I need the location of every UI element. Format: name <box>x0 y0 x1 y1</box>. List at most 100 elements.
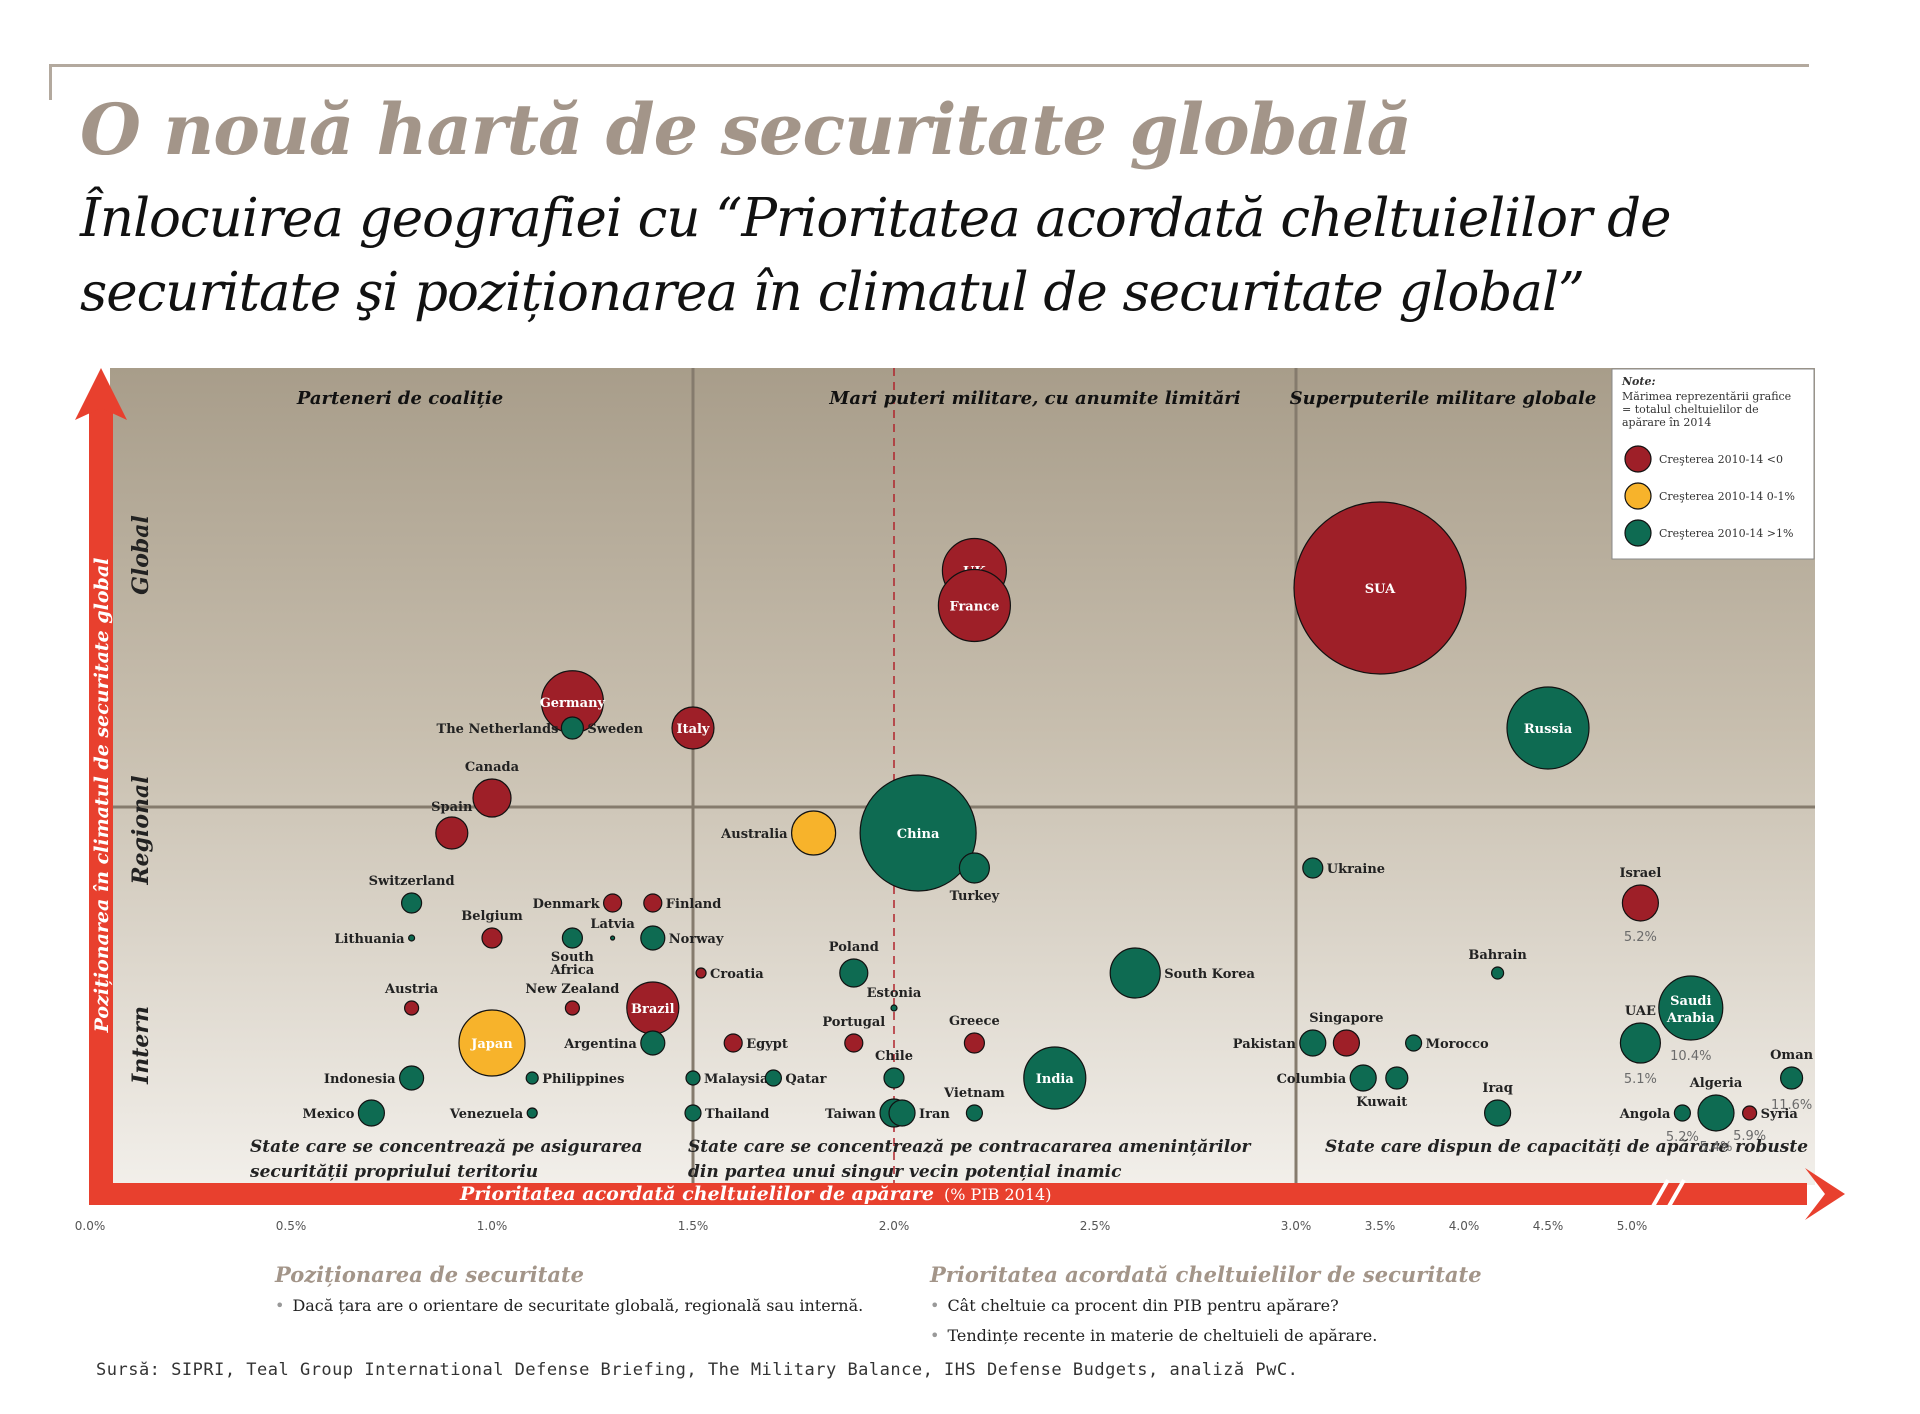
bubble-china <box>859 774 977 892</box>
bubble-mexico <box>357 1099 385 1127</box>
bubble-austria <box>404 1000 420 1016</box>
bubble-label: Israel <box>1619 866 1661 881</box>
bubble-argentina <box>640 1030 666 1056</box>
source-note: Sursă: SIPRI, Teal Group International D… <box>96 1360 1299 1380</box>
bubble-label: Canada <box>465 760 520 775</box>
bubble-denmark <box>602 893 623 913</box>
x-tick-label: 2.5% <box>1080 1219 1111 1233</box>
bubble-france <box>937 568 1012 643</box>
y-axis-title: Poziționarea în climatul de securitate g… <box>91 558 113 1034</box>
bubble-iraq <box>1483 1099 1512 1127</box>
bubble-label: SUA <box>1365 582 1396 597</box>
footer-right-heading: Prioritatea acordată cheltuielilor de se… <box>930 1262 1482 1287</box>
plot-background <box>110 368 1815 1185</box>
x-tick-label: 3.0% <box>1281 1219 1312 1233</box>
axis-break-mark <box>1650 1179 1670 1209</box>
footer-left-heading: Poziționarea de securitate <box>275 1262 585 1287</box>
x-tick-label: 4.5% <box>1533 1219 1564 1233</box>
bubble-label: Ukraine <box>1327 862 1385 877</box>
bubble-estonia <box>890 1004 898 1012</box>
bubble-india <box>1023 1046 1087 1110</box>
x-tick-label: 3.5% <box>1365 1219 1396 1233</box>
bubble-portugal <box>844 1033 864 1053</box>
bubble-label: Estonia <box>867 986 922 1001</box>
bubble-spain <box>435 816 469 850</box>
bullet: • <box>275 1296 285 1315</box>
bubble-label: Chile <box>875 1049 913 1064</box>
bubble-label: Venezuela <box>449 1107 524 1122</box>
bubble-finland <box>643 893 663 913</box>
footer-right-item: • Tendințe recente in materie de cheltuie… <box>930 1326 1377 1345</box>
zone-label: State care se concentrează pe contracara… <box>688 1137 1252 1157</box>
zone-label: State care se concentrează pe asigurarea <box>250 1137 643 1157</box>
bubble-latvia <box>609 935 616 941</box>
bubble-label: Turkey <box>950 889 1000 904</box>
bubble-label: Oman <box>1770 1048 1814 1063</box>
bubble-label: Algeria <box>1689 1076 1743 1091</box>
bubble-label: Arabia <box>1666 1011 1715 1026</box>
legend-swatch <box>1624 445 1652 473</box>
bubble-label: Belgium <box>461 909 523 924</box>
bubble-label: Iraq <box>1482 1081 1512 1096</box>
bubble-qatar <box>764 1069 783 1087</box>
bubble-venezuela <box>526 1107 538 1119</box>
bubble-israel <box>1621 884 1660 922</box>
bubble-label: Vietnam <box>943 1086 1005 1101</box>
footer-left-item-text: Dacă țara are o orientare de securitate … <box>292 1296 864 1315</box>
x-axis-arrow-shaft <box>90 1183 1807 1205</box>
bubble-label: UAE <box>1625 1004 1656 1019</box>
bubble-label: Kuwait <box>1356 1095 1407 1110</box>
x-tick-label: 1.5% <box>678 1219 709 1233</box>
top-rule <box>49 64 1809 67</box>
bubble-label: Poland <box>829 940 879 955</box>
x-axis-title-main: Prioritatea acordată cheltuielilor de ap… <box>459 1183 934 1205</box>
bubble-norway <box>640 925 666 951</box>
bubble-greece <box>963 1032 986 1054</box>
legend-label: Creşterea 2010-14 <0 <box>1659 453 1783 466</box>
footer-left-item: • Dacă țara are o orientare de securitate… <box>275 1296 863 1315</box>
legend-note: apărare în 2014 <box>1622 416 1711 429</box>
bubble-label: China <box>897 827 940 842</box>
bubble-ukraine <box>1302 857 1324 879</box>
bubble-label: Philippines <box>542 1072 624 1087</box>
bubble-new-zealand <box>564 1000 581 1016</box>
bubble-label: Taiwan <box>825 1107 876 1122</box>
quadrant-label: Parteneri de coaliție <box>296 388 503 409</box>
bubble-label: Argentina <box>563 1037 637 1052</box>
pct-label: 5.2% <box>1624 930 1657 945</box>
legend-label: Creşterea 2010-14 >1% <box>1659 527 1793 540</box>
pct-label: 5.9% <box>1733 1129 1766 1144</box>
bubble-label: South <box>551 950 595 965</box>
bubble-columbia <box>1349 1064 1377 1092</box>
bubble-italy <box>671 706 715 750</box>
bubble-croatia <box>695 967 707 979</box>
bubble-label: Indonesia <box>324 1072 396 1087</box>
bubble-label: New Zealand <box>525 982 619 997</box>
bubble-label: Columbia <box>1277 1072 1347 1087</box>
bubble-chile <box>883 1067 905 1089</box>
bubble-australia <box>790 810 837 856</box>
bubble-indonesia <box>399 1065 425 1091</box>
bubble-thailand <box>684 1104 702 1122</box>
bubble-russia <box>1506 686 1590 770</box>
bubble-label: South Korea <box>1164 967 1255 982</box>
bubble-label: Brazil <box>631 1002 675 1017</box>
bubble-saudi-arabia <box>1658 975 1724 1041</box>
bubble-vietnam <box>965 1104 984 1122</box>
bubble-label: Bahrain <box>1468 948 1527 963</box>
bubble-sweden <box>560 716 585 740</box>
bubble-label: Norway <box>669 932 724 947</box>
bullet: • <box>930 1326 940 1345</box>
axis-break-mark <box>1666 1179 1686 1209</box>
bubble-label: Malaysia <box>704 1072 769 1087</box>
bubble-label: Denmark <box>533 897 601 912</box>
bubble-label: Japan <box>470 1037 513 1052</box>
bubble-philippines <box>525 1071 539 1085</box>
bubble-label: Italy <box>676 722 709 737</box>
pct-label: 10.4% <box>1670 1049 1711 1064</box>
pct-label: 11.6% <box>1771 1098 1812 1113</box>
x-axis-title: Prioritatea acordată cheltuielilor de ap… <box>459 1183 1051 1205</box>
bubble-label: Egypt <box>746 1037 788 1052</box>
bubble-lithuania <box>408 934 416 942</box>
bubble-label: Africa <box>550 963 595 978</box>
